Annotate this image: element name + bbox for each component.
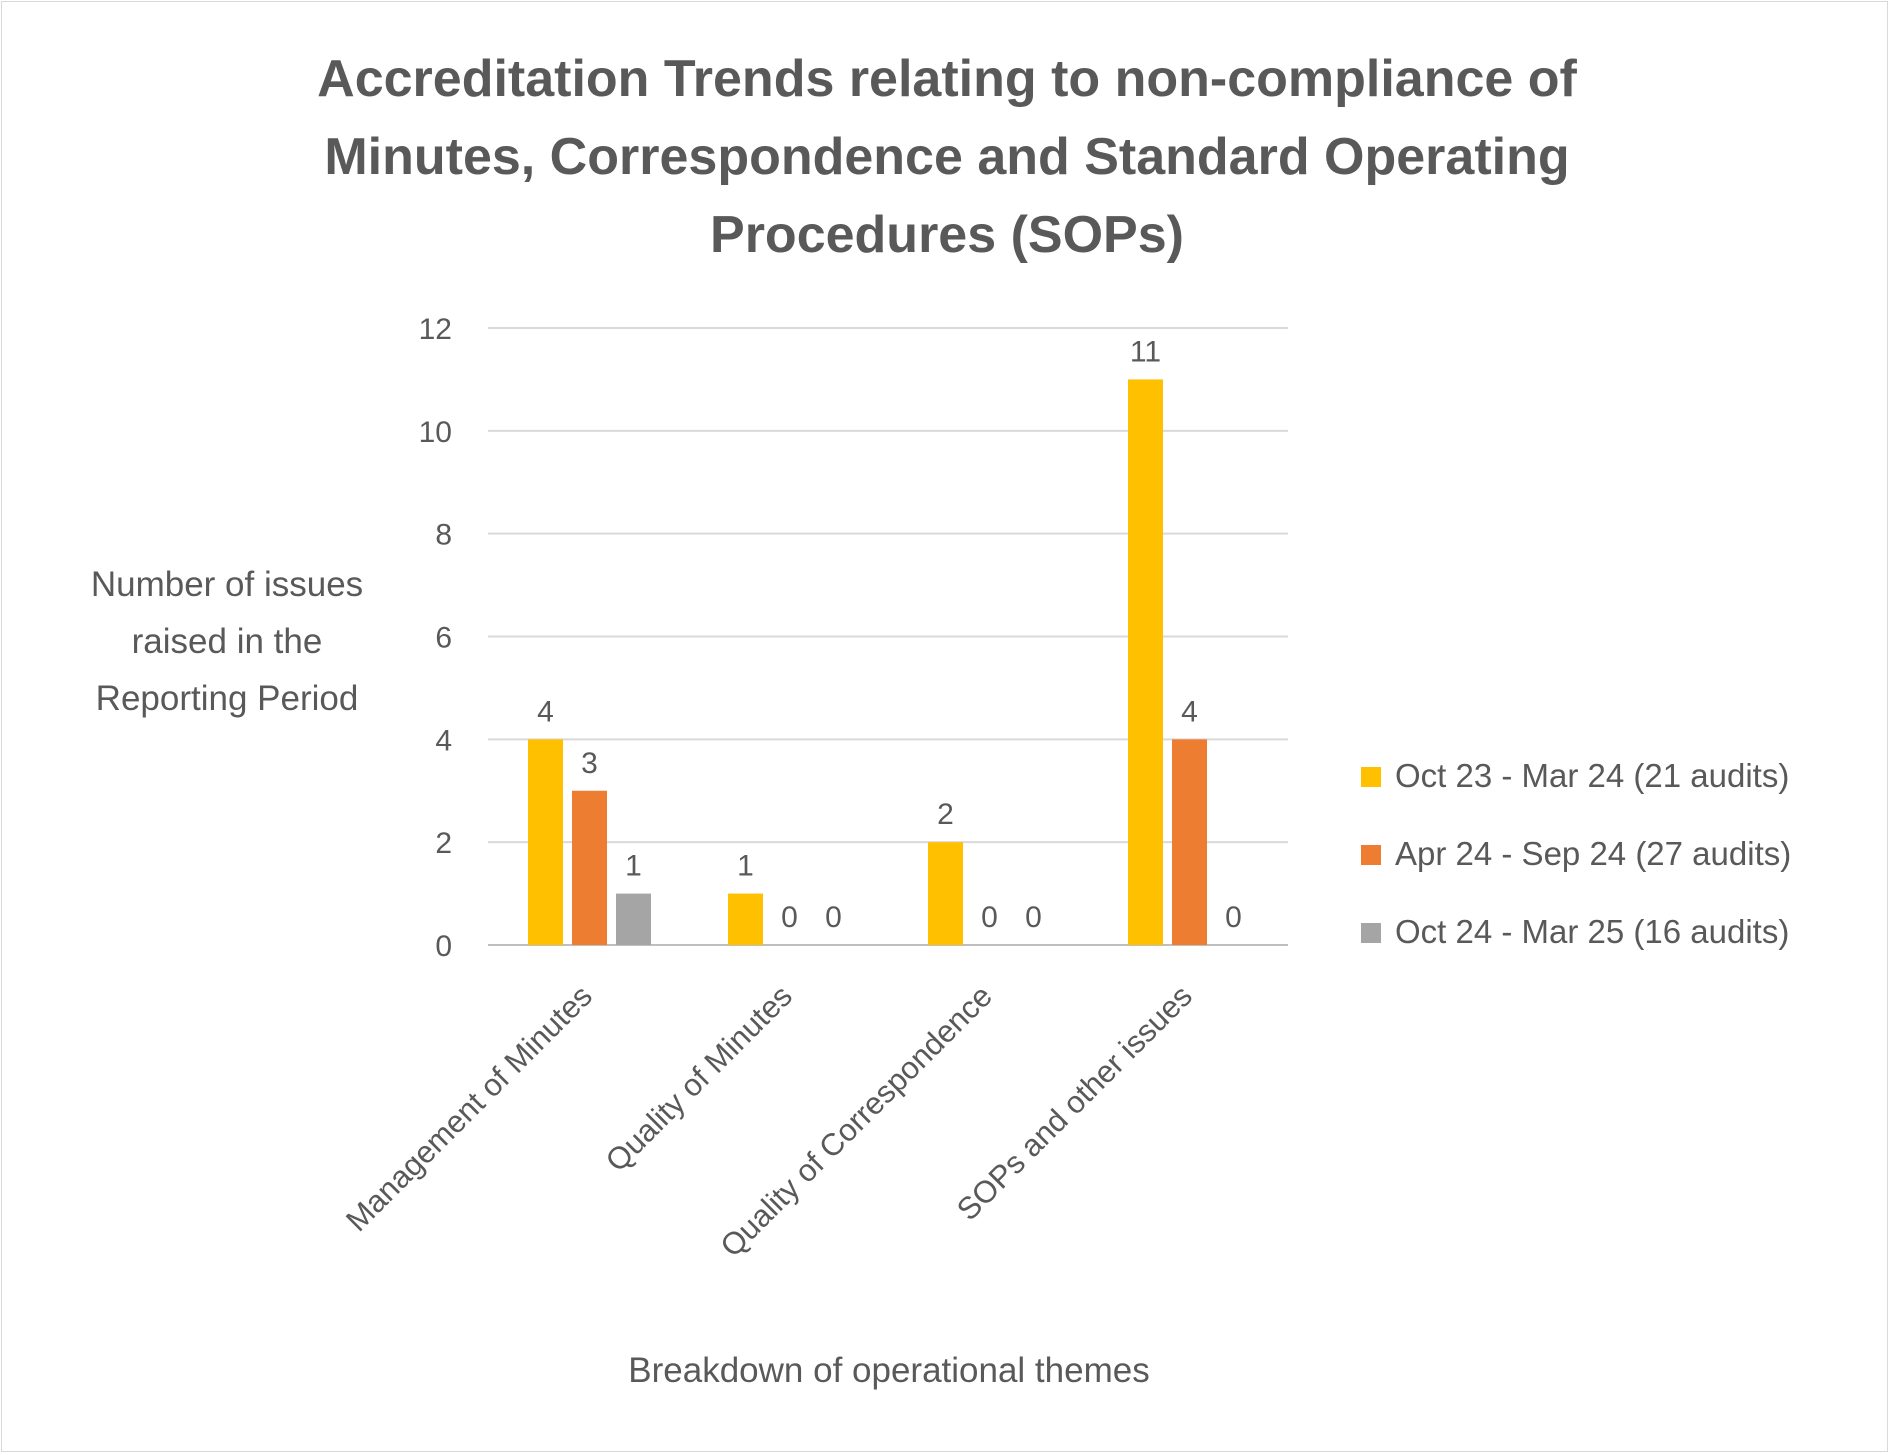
- data-label: 4: [537, 695, 554, 728]
- legend-swatch: [1361, 767, 1381, 787]
- bar: [1128, 379, 1163, 946]
- x-tick-label: Management of Minutes: [339, 978, 599, 1238]
- y-tick-label: 10: [419, 416, 452, 449]
- data-label: 4: [1181, 695, 1198, 728]
- x-tick-label: SOPs and other issues: [950, 978, 1199, 1227]
- y-axis-label: Number of issues: [91, 565, 363, 604]
- bar: [616, 893, 651, 945]
- data-label: 1: [737, 850, 754, 883]
- data-label: 0: [981, 901, 998, 934]
- y-tick-label: 0: [435, 930, 452, 963]
- legend-swatch: [1361, 923, 1381, 943]
- y-tick-label: 4: [435, 724, 452, 757]
- x-axis-label: Breakdown of operational themes: [628, 1351, 1149, 1390]
- data-label: 3: [581, 747, 598, 780]
- legend-swatch: [1361, 845, 1381, 865]
- y-tick-label: 12: [419, 313, 452, 346]
- y-tick-label: 2: [435, 827, 452, 860]
- chart-title-line: Minutes, Correspondence and Standard Ope…: [324, 128, 1569, 186]
- data-label: 1: [625, 850, 642, 883]
- bar: [928, 842, 963, 945]
- chart-title-line: Accreditation Trends relating to non-com…: [317, 50, 1577, 108]
- data-label: 0: [1025, 901, 1042, 934]
- data-label: 0: [781, 901, 798, 934]
- y-tick-label: 8: [435, 519, 452, 552]
- y-axis-label: raised in the: [132, 622, 323, 661]
- bar: [1172, 739, 1207, 945]
- legend-label: Oct 23 - Mar 24 (21 audits): [1395, 757, 1789, 794]
- y-axis-label: Reporting Period: [96, 679, 359, 718]
- bar: [728, 893, 763, 945]
- data-label: 2: [937, 798, 954, 831]
- data-label: 11: [1130, 335, 1161, 368]
- legend-label: Oct 24 - Mar 25 (16 audits): [1395, 913, 1789, 950]
- bar: [572, 790, 607, 945]
- chart-title-line: Procedures (SOPs): [710, 206, 1184, 264]
- y-tick-label: 6: [435, 622, 452, 655]
- data-label: 0: [1225, 901, 1242, 934]
- x-tick-label: Quality of Minutes: [599, 978, 799, 1178]
- bar: [528, 739, 563, 945]
- legend-label: Apr 24 - Sep 24 (27 audits): [1395, 835, 1791, 872]
- data-label: 0: [825, 901, 842, 934]
